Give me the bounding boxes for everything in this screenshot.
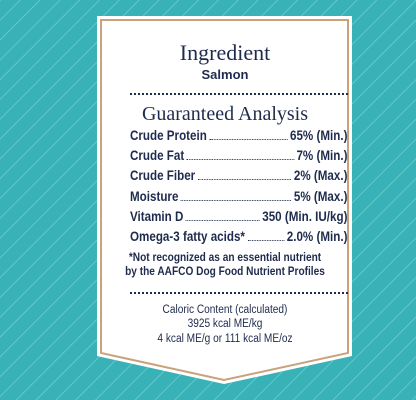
analysis-row: Crude Fat 7% (Min.) xyxy=(130,147,347,163)
note-line: by the AAFCO Dog Food Nutrient Profiles xyxy=(125,266,325,278)
divider xyxy=(130,93,348,95)
divider xyxy=(130,292,348,294)
caloric-line: 3925 kcal ME/kg xyxy=(187,318,263,330)
nutrient-label: Crude Protein xyxy=(130,127,207,143)
nutrient-value: 350 (Min. IU/kg) xyxy=(262,207,348,224)
leader xyxy=(197,179,292,181)
analysis-row: Moisture 5% (Max.) xyxy=(130,188,347,204)
ingredient: Salmon xyxy=(201,67,249,82)
analysis-row: Vitamin D 350 (Min. IU/kg) xyxy=(130,208,347,224)
caloric-line: 4 kcal ME/g or 111 kcal ME/oz xyxy=(157,333,293,345)
leader xyxy=(180,199,292,201)
nutrient-label: Crude Fat xyxy=(130,147,185,164)
nutrient-label: Moisture xyxy=(130,187,179,204)
leader xyxy=(247,240,285,241)
analysis-row: Crude Fiber 2% (Max.) xyxy=(130,167,347,183)
nutrient-label: Crude Fiber xyxy=(130,167,196,184)
leader xyxy=(186,159,294,161)
title: Ingredient xyxy=(179,40,271,65)
note-line: *Not recognized as an essential nutrient xyxy=(128,252,322,264)
analysis-row: Omega-3 fatty acids* 2.0% (Min.) xyxy=(130,228,347,244)
nutrient-value: 5% (Max.) xyxy=(293,187,348,204)
caloric-line: Caloric Content (calculated) xyxy=(162,304,288,316)
nutrient-label: Omega-3 fatty acids* xyxy=(130,228,245,244)
nutrient-value: 7% (Min.) xyxy=(296,147,348,164)
nutrient-value: 2% (Max.) xyxy=(293,167,348,184)
leader xyxy=(185,219,260,221)
nutrient-label: Vitamin D xyxy=(130,207,184,224)
leader xyxy=(209,139,288,140)
card-border xyxy=(100,19,349,382)
section-title: Guaranteed Analysis xyxy=(141,103,309,125)
nutrient-value: 65% (Min.) xyxy=(289,127,348,143)
analysis-row: Crude Protein 65% (Min.) xyxy=(130,127,347,143)
nutrient-value: 2.0% (Min.) xyxy=(286,228,348,244)
